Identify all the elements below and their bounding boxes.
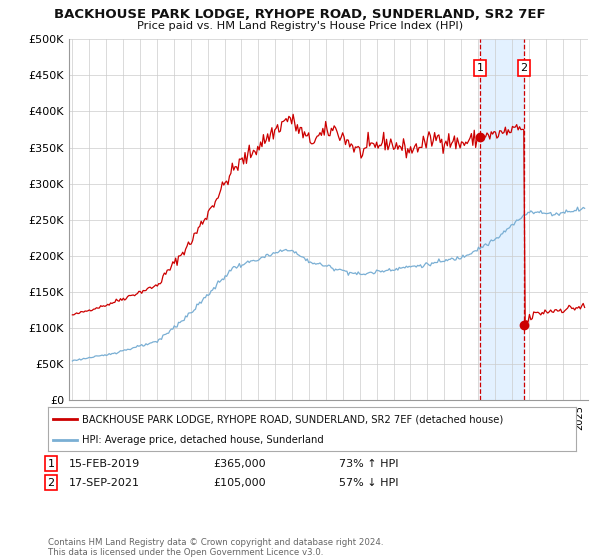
- Text: BACKHOUSE PARK LODGE, RYHOPE ROAD, SUNDERLAND, SR2 7EF: BACKHOUSE PARK LODGE, RYHOPE ROAD, SUNDE…: [54, 8, 546, 21]
- Text: 1: 1: [476, 63, 484, 73]
- Text: Price paid vs. HM Land Registry's House Price Index (HPI): Price paid vs. HM Land Registry's House …: [137, 21, 463, 31]
- Text: 15-FEB-2019: 15-FEB-2019: [69, 459, 140, 469]
- Text: 57% ↓ HPI: 57% ↓ HPI: [339, 478, 398, 488]
- Text: BACKHOUSE PARK LODGE, RYHOPE ROAD, SUNDERLAND, SR2 7EF (detached house): BACKHOUSE PARK LODGE, RYHOPE ROAD, SUNDE…: [82, 414, 503, 424]
- Text: Contains HM Land Registry data © Crown copyright and database right 2024.
This d: Contains HM Land Registry data © Crown c…: [48, 538, 383, 557]
- Bar: [480, 39, 524, 400]
- Text: 17-SEP-2021: 17-SEP-2021: [69, 478, 140, 488]
- Text: £365,000: £365,000: [213, 459, 266, 469]
- Text: 1: 1: [47, 459, 55, 469]
- Text: 73% ↑ HPI: 73% ↑ HPI: [339, 459, 398, 469]
- Text: 2: 2: [47, 478, 55, 488]
- Text: HPI: Average price, detached house, Sunderland: HPI: Average price, detached house, Sund…: [82, 435, 324, 445]
- Text: £105,000: £105,000: [213, 478, 266, 488]
- Text: 2: 2: [520, 63, 527, 73]
